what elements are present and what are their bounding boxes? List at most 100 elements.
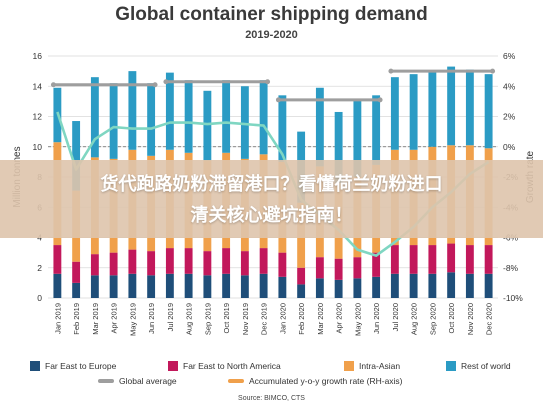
x-tick-label: May 2020 — [353, 303, 362, 336]
bar-segment — [147, 83, 156, 156]
x-tick-label: Jul 2020 — [391, 303, 400, 331]
bar-segment — [372, 95, 381, 165]
bar-segment — [409, 74, 418, 150]
y2-tick-label: 2% — [503, 112, 516, 122]
bar-segment — [428, 245, 437, 274]
bar-segment — [72, 121, 81, 191]
bar-segment — [353, 278, 362, 298]
bar-segment — [390, 77, 399, 150]
bar-segment — [165, 72, 174, 150]
legend-far-east-europe: Far East to Europe — [30, 360, 116, 371]
bar-segment — [465, 69, 474, 146]
x-tick-label: Aug 2020 — [410, 303, 419, 335]
legend-label-far-east-europe: Far East to Europe — [45, 360, 117, 371]
global-average-endpoint — [50, 82, 56, 88]
bar-segment — [203, 90, 212, 161]
global-average-endpoint — [377, 97, 383, 103]
bar-segment — [240, 275, 249, 298]
bar-segment — [315, 87, 324, 167]
global-average-layer — [50, 68, 496, 103]
x-tick-label: Dec 2019 — [260, 303, 269, 335]
bar-segment — [390, 273, 399, 298]
legend-label-growth-rate: Accumulated y-o-y growth rate (RH-axis) — [249, 375, 403, 386]
x-tick-label: Sep 2019 — [203, 303, 212, 335]
y-tick-label: 12 — [33, 112, 43, 122]
bar-segment — [90, 275, 99, 298]
x-tick-label: Jan 2020 — [278, 303, 287, 334]
legend-intra-asian: Intra-Asian — [344, 360, 400, 371]
global-average-endpoint — [152, 82, 158, 88]
y2-tick-label: 0% — [503, 142, 516, 152]
bar-segment — [334, 258, 343, 280]
x-tick-label: Apr 2020 — [335, 303, 344, 333]
legend-global-average: Global average — [98, 375, 177, 386]
x-tick-label: Jun 2020 — [372, 303, 381, 334]
bar-segment — [447, 272, 456, 298]
x-tick-label: Feb 2019 — [72, 303, 81, 335]
bar-segment — [353, 99, 362, 177]
source-note: Source: BIMCO, CTS — [238, 395, 305, 402]
bar-segment — [315, 257, 324, 279]
bar-segment — [278, 276, 287, 298]
legend-growth-rate: Accumulated y-o-y growth rate (RH-axis) — [228, 375, 403, 386]
bar-segment — [184, 273, 193, 298]
legend-far-east-north-america: Far East to North America — [168, 360, 281, 371]
legend-label-rest-of-world: Rest of world — [461, 360, 511, 371]
x-tick-label: Jan 2019 — [53, 303, 62, 334]
x-tick-label: Mar 2020 — [316, 303, 325, 335]
bar-segment — [334, 111, 343, 184]
y-tick-label: 2 — [37, 263, 42, 273]
bar-segment — [109, 252, 118, 276]
bar-segment — [278, 252, 287, 277]
bar-segment — [90, 254, 99, 276]
y-tick-label: 14 — [33, 81, 43, 91]
x-tick-label: Oct 2019 — [222, 303, 231, 333]
legend-rest-of-world: Rest of world — [446, 360, 511, 371]
bar-segment — [165, 273, 174, 298]
headline-text-line1: 货代跑路奶粉滞留港口？看懂荷兰奶粉进口 — [100, 174, 443, 195]
x-tick-label: Sep 2020 — [428, 303, 437, 335]
x-tick-label: Mar 2019 — [91, 303, 100, 335]
bar-segment — [222, 248, 231, 274]
bar-segment — [484, 245, 493, 274]
bar-segment — [72, 282, 81, 298]
bar-segment — [297, 284, 306, 298]
global-average-endpoint — [265, 79, 271, 85]
x-tick-label: May 2019 — [128, 303, 137, 336]
bar-segment — [240, 86, 249, 159]
x-tick-label: Feb 2020 — [297, 303, 306, 335]
bar-segment — [184, 248, 193, 274]
chart-subtitle: 2019-2020 — [245, 29, 298, 41]
bar-segment — [428, 273, 437, 298]
bar-segment — [90, 77, 99, 158]
chart-title: Global container shipping demand — [115, 4, 428, 25]
bar-segment — [409, 245, 418, 274]
legend-label-far-east-north-america: Far East to North America — [183, 360, 281, 371]
bar-segment — [447, 243, 456, 273]
y-tick-label: 0 — [37, 293, 42, 303]
bar-segment — [184, 80, 193, 153]
bar-segment — [128, 71, 137, 150]
bar-segment — [203, 251, 212, 276]
bar-segment — [203, 275, 212, 298]
global-average-endpoint — [388, 68, 394, 74]
bar-segment — [259, 80, 268, 155]
legend-label-intra-asian: Intra-Asian — [359, 360, 401, 371]
bar-segment — [334, 279, 343, 298]
bar-segment — [484, 273, 493, 298]
bar-segment — [53, 273, 62, 298]
global-average-endpoint — [275, 97, 281, 103]
bar-segment — [109, 83, 118, 159]
x-tick-label: Aug 2019 — [185, 303, 194, 335]
y2-tick-label: -8% — [503, 263, 519, 273]
headline-overlay — [0, 160, 543, 238]
y2-tick-label: 4% — [503, 81, 516, 91]
y2-tick-label: -10% — [503, 293, 523, 303]
bar-segment — [409, 273, 418, 298]
x-tick-label: Jun 2019 — [147, 303, 156, 334]
bar-segment — [147, 275, 156, 298]
bar-segment — [128, 273, 137, 298]
global-average-endpoint — [490, 68, 496, 74]
bar-segment — [372, 276, 381, 298]
x-tick-label: Nov 2020 — [466, 303, 475, 335]
